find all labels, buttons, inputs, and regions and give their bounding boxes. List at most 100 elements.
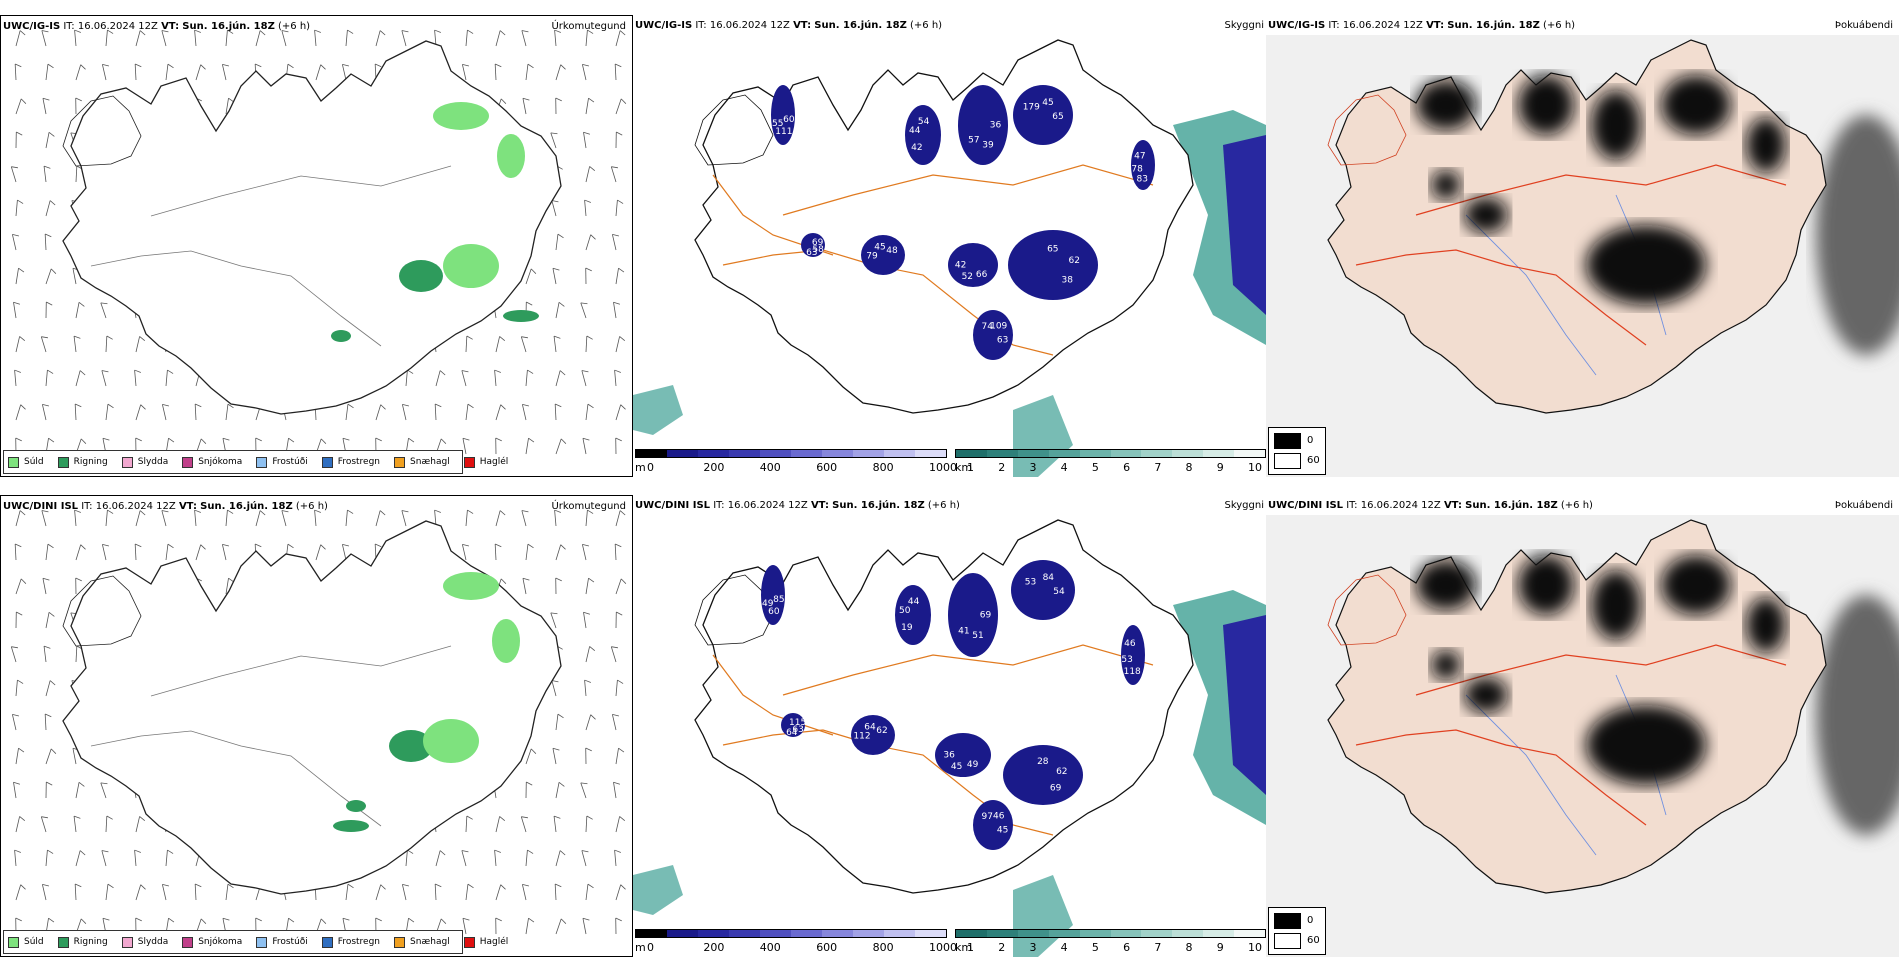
ceiling-value-label: 62 bbox=[1068, 256, 1079, 266]
fog-legend: 0 60 bbox=[1268, 427, 1326, 475]
ceiling-value-label: 44 bbox=[909, 126, 921, 136]
wind-barb bbox=[554, 335, 562, 352]
iceland-coastline bbox=[63, 41, 561, 414]
low-cloud-patch bbox=[1013, 85, 1073, 145]
legend-item-haglél: Haglél bbox=[464, 937, 509, 948]
color-step bbox=[1141, 450, 1172, 457]
ceiling-value-label: 46 bbox=[1124, 639, 1136, 649]
ceiling-value-label: 84 bbox=[1043, 573, 1055, 583]
legend-item-rigning: Rigning bbox=[58, 457, 108, 468]
wind-barb bbox=[552, 679, 562, 696]
fog-legend-label-max: 60 bbox=[1307, 455, 1320, 466]
ceiling-value-label: 79 bbox=[866, 251, 878, 261]
legend-item-snæhagl: Snæhagl bbox=[394, 937, 450, 948]
wind-barb bbox=[44, 645, 52, 662]
wind-barb bbox=[12, 713, 21, 730]
legend-label: Rigning bbox=[74, 457, 108, 467]
scale-tick: 5 bbox=[1092, 461, 1099, 474]
wind-barb bbox=[582, 543, 591, 560]
ceiling-value-label: 62 bbox=[876, 726, 887, 736]
legend-label: Rigning bbox=[74, 937, 108, 947]
ceiling-value-label: 53 bbox=[1121, 655, 1132, 665]
wind-barb bbox=[556, 98, 562, 114]
ceiling-value-label: 45 bbox=[951, 762, 962, 772]
legend-swatch bbox=[464, 937, 475, 948]
legend-item-snjókoma: Snjókoma bbox=[182, 457, 242, 468]
color-step bbox=[1111, 930, 1142, 937]
scale-tick: 7 bbox=[1154, 941, 1161, 954]
panel-title: Skyggni bbox=[1224, 500, 1264, 511]
wind-barb bbox=[586, 30, 593, 46]
fog-legend-label-min: 0 bbox=[1307, 915, 1313, 926]
wind-barb bbox=[556, 782, 565, 799]
wind-barb bbox=[496, 816, 505, 833]
scale-tick: 0 bbox=[647, 941, 654, 954]
wind-barb bbox=[74, 335, 82, 352]
wind-barb bbox=[582, 849, 592, 866]
wind-barb bbox=[106, 30, 113, 46]
fog-legend: 0 60 bbox=[1268, 907, 1326, 955]
color-step bbox=[1111, 450, 1142, 457]
color-step bbox=[760, 930, 791, 937]
fog-legend-label-min: 0 bbox=[1307, 435, 1313, 446]
panel-title: Þokuábendi bbox=[1835, 500, 1893, 511]
ceiling-value-label: 57 bbox=[968, 136, 979, 146]
scale-tick: 10 bbox=[1248, 941, 1262, 954]
wind-barb bbox=[586, 404, 594, 421]
wind-barb bbox=[75, 510, 82, 526]
fog-dense-patch bbox=[1518, 555, 1574, 615]
scale-tick: 400 bbox=[760, 941, 781, 954]
wind-barb bbox=[526, 269, 537, 286]
wind-barb bbox=[195, 510, 202, 526]
legend-item-rigning: Rigning bbox=[58, 937, 108, 948]
wind-barb bbox=[586, 884, 594, 901]
legend-swatch bbox=[464, 457, 475, 468]
wind-barb bbox=[16, 405, 26, 422]
wind-barb bbox=[523, 577, 532, 594]
drizzle-patch bbox=[423, 719, 479, 763]
rain-patch bbox=[333, 820, 369, 832]
ceiling-value-label: 60 bbox=[783, 115, 795, 125]
ceiling-value-label: 51 bbox=[972, 631, 983, 641]
ceiling-value-label: 54 bbox=[1053, 587, 1065, 597]
wind-barb bbox=[44, 165, 52, 182]
wind-barb bbox=[376, 31, 386, 48]
color-step bbox=[884, 450, 915, 457]
wind-barb bbox=[556, 371, 566, 388]
fog-dense-patch bbox=[1591, 90, 1641, 160]
ceiling-value-label: 83 bbox=[1136, 174, 1147, 184]
legend-label: Frostregn bbox=[338, 457, 380, 467]
drizzle-patch bbox=[443, 572, 499, 600]
legend-swatch bbox=[256, 457, 267, 468]
ceiling-value-label: 65 bbox=[1047, 245, 1058, 255]
fog-dense-patch bbox=[1586, 705, 1706, 785]
wind-barb bbox=[162, 883, 171, 900]
wind-barb bbox=[555, 510, 562, 526]
scale-tick: 8 bbox=[1186, 941, 1193, 954]
wind-barb bbox=[522, 883, 531, 900]
wind-barb bbox=[616, 132, 622, 148]
fog-legend-black bbox=[1274, 433, 1301, 449]
scale-tick: 200 bbox=[703, 941, 724, 954]
wind-barb bbox=[613, 301, 621, 318]
wind-barb bbox=[496, 885, 506, 902]
wind-barb bbox=[106, 510, 113, 526]
scale-tick: 10 bbox=[1248, 461, 1262, 474]
wind-barb bbox=[616, 405, 626, 422]
wind-barb bbox=[586, 646, 595, 663]
scale-tick: 9 bbox=[1217, 941, 1224, 954]
wind-barb bbox=[15, 544, 22, 560]
precip-map bbox=[1, 16, 633, 477]
wind-barb bbox=[162, 403, 171, 420]
wind-barb bbox=[46, 544, 54, 561]
scale-tick: 7 bbox=[1154, 461, 1161, 474]
wind-barb bbox=[586, 235, 596, 252]
wind-barb bbox=[222, 543, 231, 560]
color-step bbox=[915, 930, 946, 937]
wind-barb bbox=[41, 335, 51, 352]
scale-tick: 200 bbox=[703, 461, 724, 474]
wind-barb bbox=[522, 29, 532, 46]
wind-barb bbox=[316, 545, 326, 562]
